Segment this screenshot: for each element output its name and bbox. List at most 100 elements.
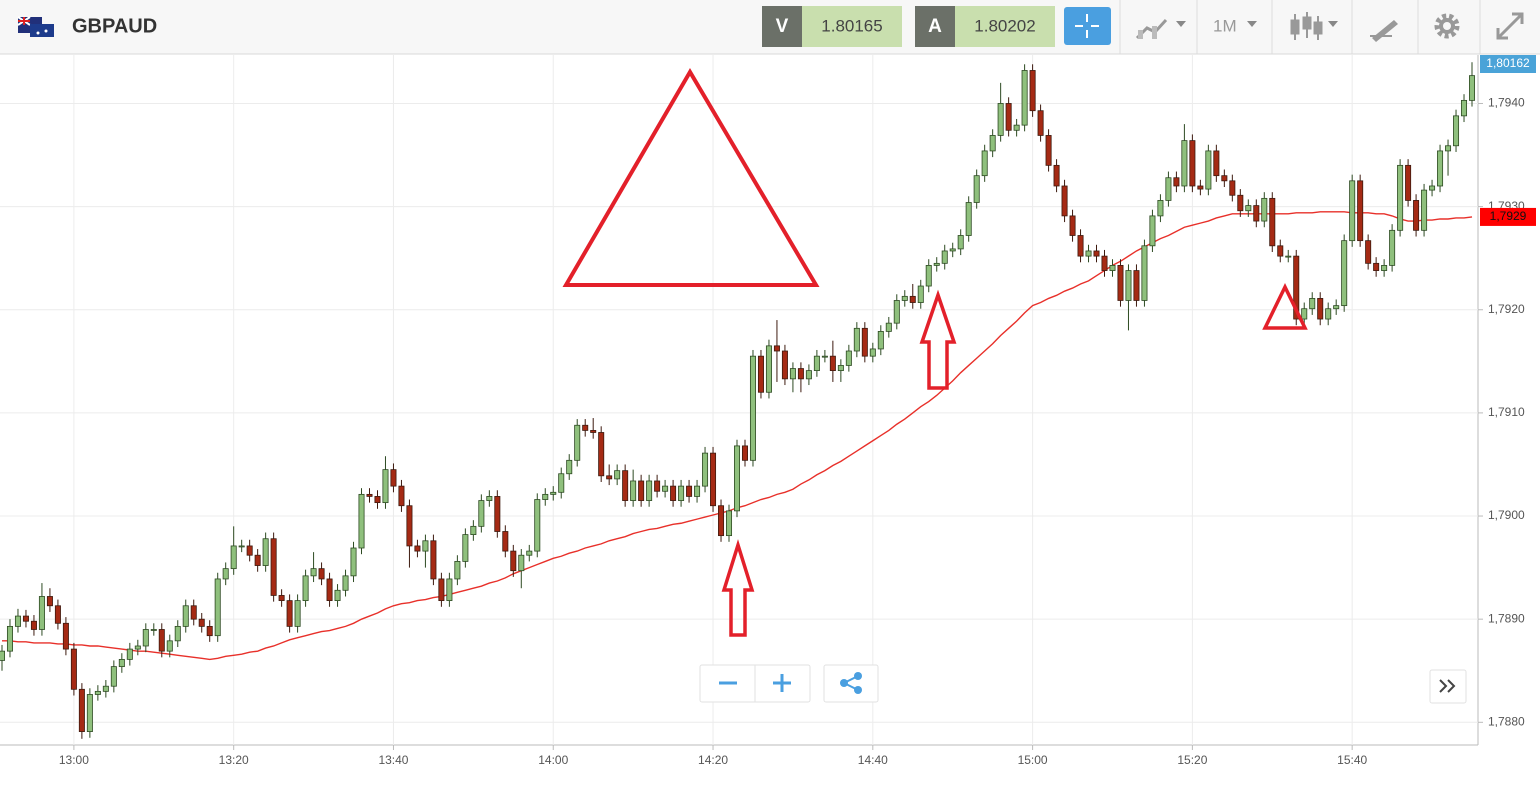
share-button[interactable] [823, 664, 879, 703]
candle [678, 479, 685, 507]
candle-body [1309, 298, 1316, 310]
candle [190, 599, 197, 626]
candle-body [0, 650, 5, 661]
zoom-in-button[interactable] [773, 674, 791, 692]
candle [965, 196, 972, 242]
candle-body [222, 568, 229, 580]
candle-body [1221, 175, 1228, 182]
candle [390, 463, 397, 493]
settings-button[interactable] [1434, 13, 1460, 39]
candle [710, 446, 717, 512]
candle [781, 344, 788, 386]
candle-body [518, 554, 525, 572]
candle-body [254, 554, 261, 566]
crosshair-button[interactable] [1064, 7, 1111, 45]
candle-body [1253, 205, 1260, 222]
candle [238, 539, 245, 553]
candle [773, 320, 780, 382]
candle-body [1213, 150, 1220, 177]
candle [1357, 174, 1364, 247]
candle-body [797, 368, 804, 380]
candle-body [6, 625, 13, 652]
candle-body [142, 629, 149, 647]
candle [1125, 264, 1132, 331]
candle-body [1173, 177, 1180, 187]
candle [1277, 239, 1284, 263]
candle-body [374, 496, 381, 504]
candle [925, 259, 932, 293]
candle-body [1365, 240, 1372, 264]
candle [86, 688, 93, 738]
x-tick-label: 14:20 [698, 753, 728, 767]
timeframe-button[interactable]: 1M [1213, 16, 1257, 35]
candle [294, 594, 301, 633]
bid-button[interactable]: V 1.80165 [762, 6, 902, 47]
candle-body [757, 355, 764, 393]
candle [734, 439, 741, 518]
candle-body [214, 578, 221, 637]
candle-body [190, 605, 197, 620]
candle-body [710, 452, 717, 507]
symbol: GBPAUD [72, 15, 157, 37]
candle [582, 419, 589, 437]
candle [1341, 234, 1348, 312]
ma-price-tag [1480, 207, 1536, 226]
candle-body [1005, 103, 1012, 131]
candle-body [1397, 164, 1404, 231]
candle [861, 322, 868, 363]
candle-body [494, 496, 501, 532]
arrow-annotation [721, 539, 755, 637]
candle-body [813, 355, 820, 372]
candle [1261, 192, 1268, 228]
indicators-button[interactable] [1290, 12, 1338, 40]
candle-body [422, 540, 429, 552]
candle [909, 283, 916, 309]
candle [518, 549, 525, 589]
draw-button[interactable] [1370, 20, 1398, 42]
x-tick-label: 14:00 [538, 753, 568, 767]
candle [1141, 239, 1148, 307]
candle-body [734, 445, 741, 512]
candle-body [702, 452, 709, 487]
candle-body [837, 365, 844, 372]
candle-body [94, 690, 101, 695]
candle-body [861, 327, 868, 357]
candle [718, 499, 725, 542]
candle [558, 467, 565, 499]
candle [30, 615, 37, 636]
candle [566, 454, 573, 480]
chart-type-button[interactable] [1135, 18, 1186, 40]
candle-body [1021, 70, 1028, 126]
candle [134, 639, 141, 656]
candle [1101, 249, 1108, 277]
triangle-annotation [1262, 283, 1308, 330]
candle-body [1277, 245, 1284, 257]
candle [1109, 259, 1116, 277]
candle [1157, 194, 1164, 223]
candle-body [893, 300, 900, 324]
candle-body [118, 658, 125, 668]
candle [1189, 134, 1196, 193]
x-tick-label: 15:00 [1018, 753, 1048, 767]
candle-body [638, 480, 645, 501]
candle-body [1285, 255, 1292, 258]
candle-body [1061, 185, 1068, 217]
candle [486, 490, 493, 507]
scroll-end-button[interactable] [1429, 669, 1467, 704]
candle [1213, 144, 1220, 182]
candle-body [829, 355, 836, 372]
candle [901, 290, 908, 307]
x-tick-label: 14:40 [858, 753, 888, 767]
fullscreen-button[interactable] [1496, 12, 1524, 40]
candle-body [198, 618, 205, 627]
candle [1021, 64, 1028, 132]
ask-button[interactable]: A 1.80202 [915, 6, 1055, 47]
candle [22, 609, 29, 628]
candle-body [749, 355, 756, 461]
candle [1461, 94, 1468, 123]
candle-body [662, 485, 669, 492]
candle [0, 644, 5, 671]
y-tick-label: 1,7920 [1488, 302, 1525, 316]
candle-body [278, 595, 285, 602]
candle-body [462, 534, 469, 562]
